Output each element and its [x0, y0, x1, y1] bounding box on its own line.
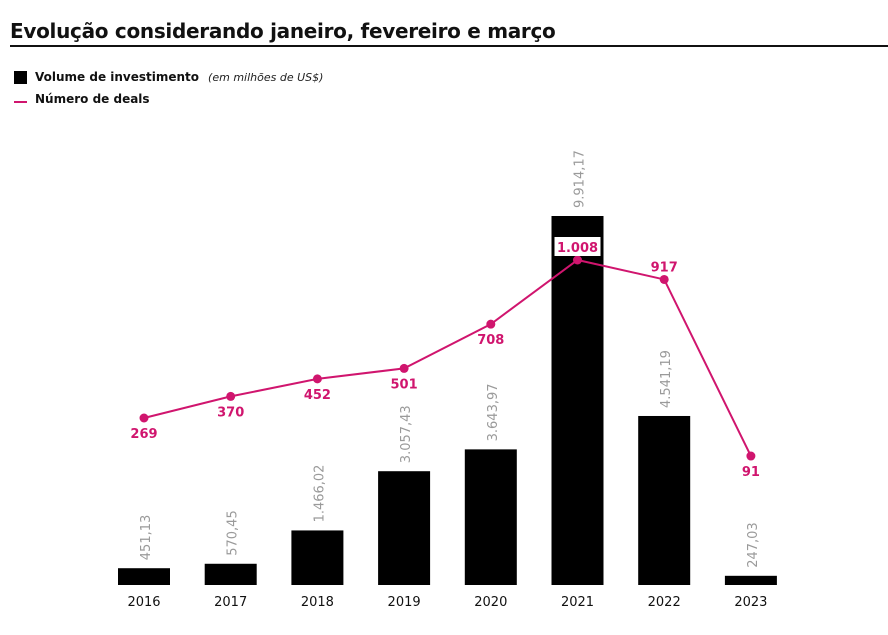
deals-point-2018 [312, 374, 322, 384]
bar-2023 [724, 575, 777, 585]
x-tick-label-2020: 2020 [474, 595, 507, 610]
bar-value-label-2019: 3.057,43 [399, 405, 414, 463]
title-underline [10, 45, 888, 47]
deals-point-2023 [746, 451, 756, 461]
legend-volume-label: Volume de investimento [35, 70, 200, 84]
deals-point-2021 [573, 255, 582, 265]
legend-item-deals: Número de deals [14, 92, 150, 106]
x-tick-label-2022: 2022 [648, 595, 681, 610]
bar-2016 [118, 568, 170, 585]
bar-2017 [204, 563, 257, 585]
bar-2019 [378, 471, 431, 585]
bar-value-label-2016: 451,13 [139, 515, 154, 561]
bar-value-label-2018: 1.466,02 [312, 465, 327, 523]
line-swatch-icon [14, 101, 27, 103]
chart-title: Evolução considerando janeiro, fevereiro… [10, 19, 556, 43]
legend-deals-label: Número de deals [35, 92, 150, 106]
deals-point-2016 [139, 413, 149, 423]
bar-value-label-2020: 3.643,97 [486, 383, 501, 441]
bar-value-label-2022: 4.541,19 [659, 350, 674, 408]
bar-value-label-2017: 570,45 [226, 510, 241, 556]
deals-line [143, 258, 752, 457]
legend-item-volume: Volume de investimento (em milhões de US… [14, 70, 323, 84]
x-tick-label-2019: 2019 [388, 595, 421, 610]
x-tick-label-2021: 2021 [561, 595, 594, 610]
bar-2021 [551, 216, 604, 585]
bar-2022 [638, 415, 691, 585]
bar-value-label-2021: 9.914,17 [573, 150, 588, 208]
deals-value-label-2016: 269 [130, 427, 157, 442]
bar-value-label-2023: 247,03 [746, 522, 761, 568]
bar-swatch-icon [14, 70, 27, 84]
deals-point-2017 [226, 391, 236, 401]
bar-2018 [291, 530, 344, 585]
deals-value-label-2023: 91 [742, 465, 760, 480]
deals-value-label-2019: 501 [391, 377, 418, 392]
deals-point-2019 [399, 363, 409, 373]
x-tick-label-2018: 2018 [301, 595, 334, 610]
deals-value-label-2020: 708 [477, 333, 504, 348]
legend-volume-note: (em milhões de US$) [208, 70, 324, 84]
deals-value-label-2018: 452 [304, 388, 331, 403]
deals-point-2020 [486, 319, 496, 329]
deals-value-label-2021: 1.008 [557, 241, 598, 256]
deals-value-label-2022: 917 [651, 260, 678, 275]
deals-label-bg-2021 [554, 237, 601, 257]
deals-value-label-2017: 370 [217, 405, 244, 420]
x-tick-label-2017: 2017 [214, 595, 247, 610]
bar-2020 [464, 449, 517, 585]
x-tick-label-2023: 2023 [734, 595, 767, 610]
x-tick-label-2016: 2016 [127, 595, 160, 610]
deals-point-2022 [659, 274, 669, 284]
